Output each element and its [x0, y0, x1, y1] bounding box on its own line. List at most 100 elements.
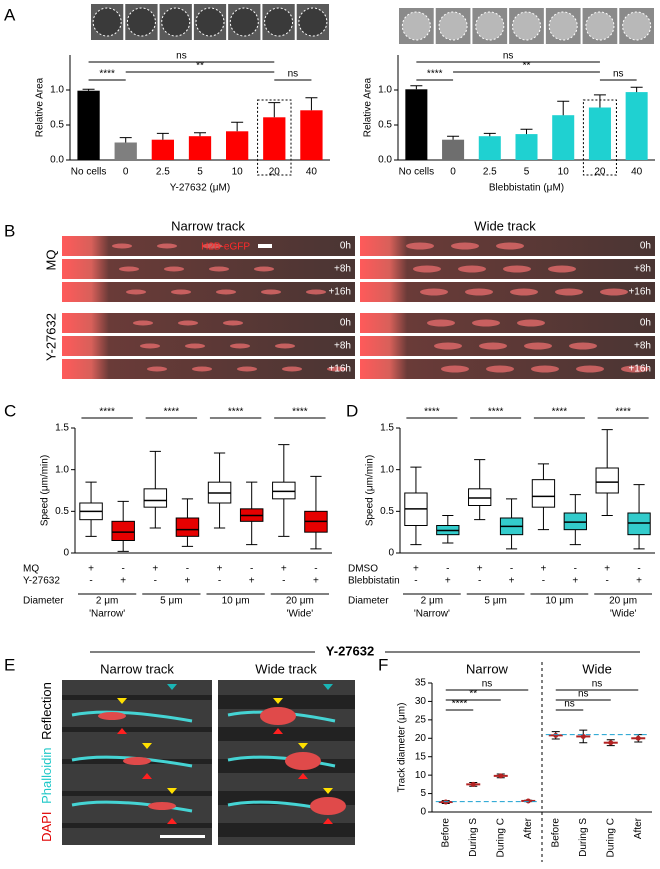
x-tick-label: 40 [631, 167, 643, 178]
cell [157, 243, 177, 249]
mean-dot [608, 740, 614, 746]
thumbnail-outline [622, 11, 652, 41]
significance: ns [578, 689, 589, 700]
y-tick-label: 1.0 [55, 464, 69, 475]
y-tick-label: 0.5 [380, 506, 394, 517]
x-tick-label: 20 μm [286, 596, 314, 607]
condition-sign: + [445, 576, 451, 587]
group-label: Diameter [23, 596, 64, 607]
significance: **** [292, 407, 308, 418]
bar [552, 115, 575, 160]
highlight-box [257, 99, 292, 176]
condition-sign: + [313, 576, 319, 587]
cell [164, 266, 184, 272]
stain: Reflection [39, 682, 54, 740]
x-axis-label: Blebbistatin (μM) [489, 183, 564, 194]
cell [192, 366, 212, 372]
x-tick-label: 0 [450, 167, 456, 178]
bar [114, 142, 137, 160]
y-tick-label: 1.0 [378, 85, 392, 96]
mean-dot [580, 733, 586, 739]
significance: ** [469, 689, 477, 700]
time-label: +8h [334, 341, 351, 352]
group-title: Narrow [466, 661, 509, 676]
track [62, 727, 212, 732]
cell [486, 365, 514, 373]
x-tick-label: 10 μm [545, 596, 573, 607]
time-label: +8h [634, 264, 651, 275]
time-label: +16h [628, 287, 651, 298]
significance: **** [424, 407, 440, 418]
error-bar [557, 100, 570, 116]
box [595, 467, 619, 494]
time-label: 0h [640, 241, 651, 252]
arrowhead [167, 684, 177, 690]
panel-letter: B [4, 221, 15, 240]
arrowhead [298, 773, 308, 779]
cell [223, 320, 243, 326]
condition-sign: - [414, 576, 417, 587]
cell [434, 342, 462, 350]
track-image [62, 336, 355, 356]
significance: **** [488, 407, 504, 418]
arrowhead [117, 728, 127, 734]
arrowhead [273, 698, 283, 704]
cell [237, 366, 257, 372]
arrowhead [298, 743, 308, 749]
track-image [360, 282, 655, 302]
error-bar [410, 85, 423, 90]
condition-sign: - [186, 564, 189, 575]
mean-dot [553, 732, 559, 738]
x-tick-label: 2.5 [483, 167, 497, 178]
bar [442, 139, 465, 160]
error-bar [630, 86, 643, 93]
box [627, 512, 651, 536]
significance: ** [523, 61, 531, 72]
bar [226, 131, 249, 160]
cell [576, 365, 604, 373]
condition-sign: + [541, 564, 547, 575]
condition-sign: + [509, 576, 515, 587]
condition-sign: - [510, 564, 513, 575]
significance: ns [503, 51, 514, 62]
arrowhead [323, 818, 333, 824]
cell [427, 319, 455, 327]
column-title: Narrow track [171, 218, 245, 233]
y-axis-label: Speed (μm/min) [40, 455, 51, 526]
cell [569, 342, 597, 350]
cell [209, 266, 229, 272]
cell [119, 266, 139, 272]
x-tick-label: 20 [594, 167, 606, 178]
significance: ns [592, 679, 603, 690]
stain-label: H2B-eGFP [201, 242, 250, 253]
x-tick-label: No cells [399, 167, 435, 178]
arrowhead [323, 788, 333, 794]
panel-letter: D [346, 401, 358, 420]
time-label: +8h [634, 341, 651, 352]
x-axis-label: Y-27632 (μM) [170, 183, 230, 194]
condition-sign: + [88, 564, 94, 575]
cell [503, 265, 531, 273]
error-bar [447, 135, 460, 140]
cell [451, 242, 479, 250]
condition-sign: + [185, 576, 191, 587]
mean-dot [525, 798, 531, 804]
y-tick-label: 0.0 [378, 155, 392, 166]
row-label: Y-27632 [43, 313, 58, 361]
x-tick-label: 10 μm [222, 596, 250, 607]
cell [458, 265, 486, 273]
significance: **** [552, 407, 568, 418]
x-tick-label: 20 [269, 167, 281, 178]
condition-sign: - [154, 576, 157, 587]
x-tick-label: 2 μm [96, 596, 118, 607]
y-tick-label: 0.5 [50, 120, 64, 131]
condition-sign: + [477, 564, 483, 575]
condition-sign: - [446, 564, 449, 575]
error-bar [231, 121, 244, 132]
time-label: +16h [328, 287, 351, 298]
box [143, 488, 168, 508]
track [62, 823, 212, 828]
significance: **** [228, 407, 244, 418]
significance: ns [482, 679, 493, 690]
y-tick-label: 0.0 [50, 155, 64, 166]
